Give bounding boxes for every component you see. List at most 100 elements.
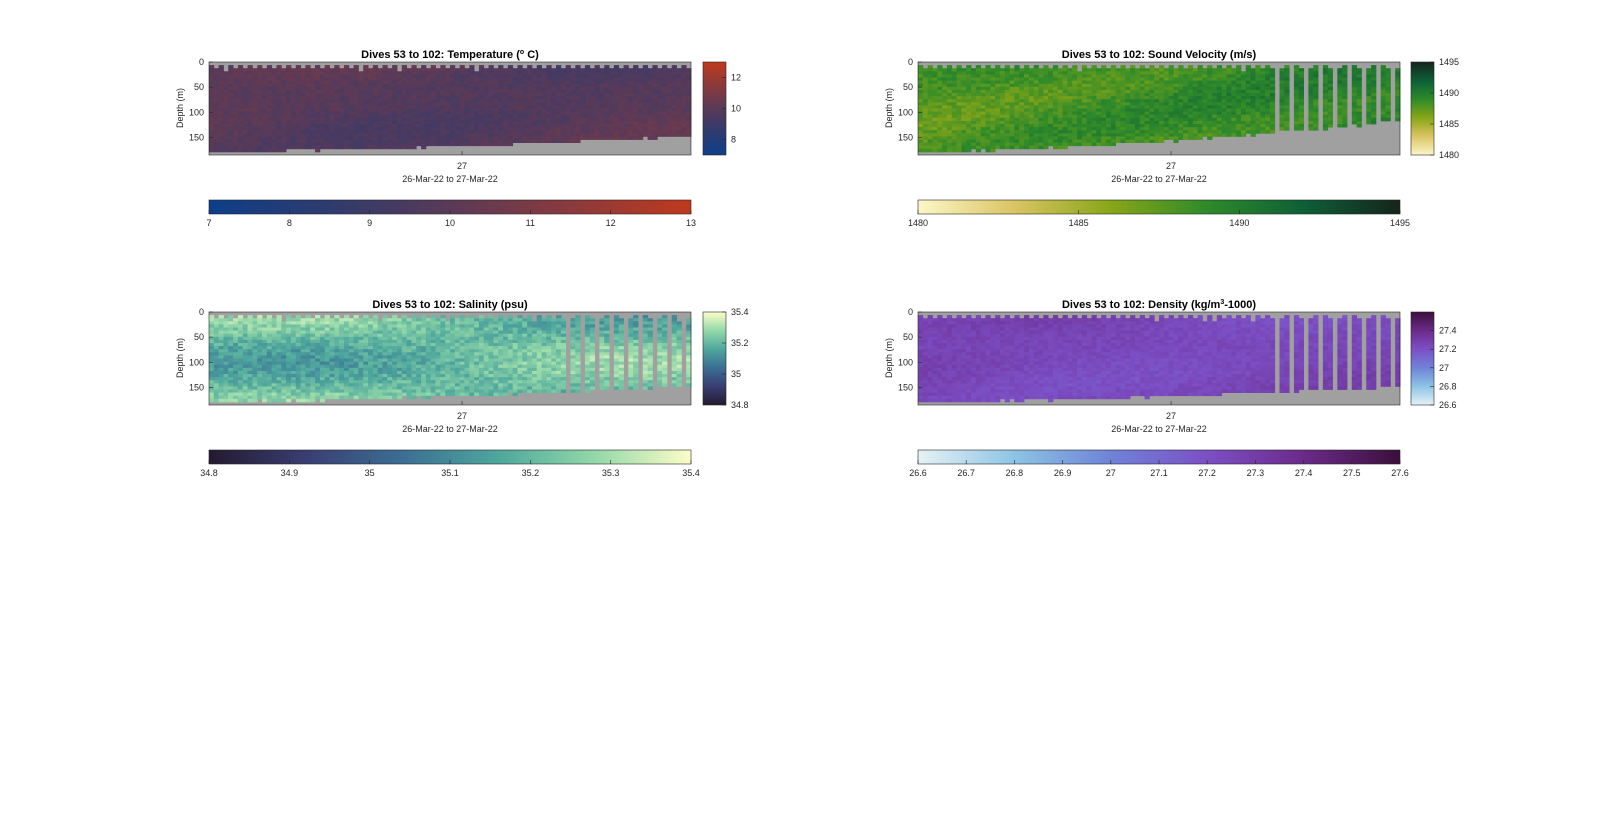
heatmap-cell	[228, 108, 234, 112]
heatmap-cell	[1048, 93, 1054, 97]
heatmap-cell	[1096, 93, 1102, 97]
heatmap-cell	[999, 74, 1006, 78]
heatmap-cell	[416, 89, 422, 94]
heatmap-cell	[213, 392, 220, 397]
heatmap-cell	[1009, 111, 1015, 116]
heatmap-cell	[1072, 80, 1078, 85]
heatmap-cell	[209, 80, 215, 85]
heatmap-cell	[1187, 83, 1194, 88]
heatmap-cell	[209, 74, 215, 78]
heatmap-cell	[1130, 93, 1136, 97]
heatmap-cell	[319, 108, 326, 112]
heatmap-cell	[454, 86, 461, 91]
heatmap-cell	[951, 71, 957, 75]
heatmap-cell	[1168, 83, 1174, 88]
heatmap-cell	[266, 89, 273, 94]
heatmap-cell	[1221, 133, 1227, 137]
heatmap-cell	[406, 136, 412, 140]
heatmap-cell	[1048, 114, 1054, 119]
heatmap-cell	[300, 77, 306, 81]
heatmap-cell	[633, 127, 639, 131]
heatmap-cell	[1159, 77, 1165, 81]
heatmap-cell	[233, 120, 239, 125]
heatmap-cell	[339, 142, 345, 147]
heatmap-cell	[469, 133, 475, 137]
heatmap-cell	[1337, 89, 1343, 94]
heatmap-cell	[425, 86, 432, 91]
heatmap-cell	[1221, 127, 1227, 131]
heatmap-cell	[1183, 133, 1189, 137]
heatmap-cell	[1144, 117, 1150, 122]
heatmap-cell	[999, 71, 1006, 75]
heatmap-cell	[1236, 96, 1242, 100]
heatmap-cell	[1298, 124, 1304, 128]
heatmap-cell	[1009, 127, 1015, 131]
heatmap-cell	[1024, 133, 1030, 137]
heatmap-cell	[1221, 83, 1227, 88]
heatmap-cell	[1024, 71, 1030, 75]
heatmap-cell	[396, 139, 403, 143]
heatmap-cell	[425, 96, 432, 100]
heatmap-cell	[266, 127, 273, 131]
heatmap-cell	[290, 96, 297, 100]
heatmap-cell	[618, 99, 624, 103]
heatmap-cell	[218, 133, 224, 137]
heatmap-cell	[1139, 139, 1145, 143]
heatmap-cell	[546, 89, 552, 94]
heatmap-cell	[1255, 130, 1261, 134]
heatmap-cell	[310, 102, 316, 106]
heatmap-cell	[980, 96, 986, 100]
heatmap-cell	[589, 124, 595, 128]
heatmap-cell	[237, 68, 244, 72]
heatmap-cell	[416, 111, 422, 116]
heatmap-cell	[218, 355, 224, 359]
heatmap-cell	[493, 96, 499, 100]
heatmap-cell	[1057, 139, 1063, 143]
heatmap-cell	[276, 133, 282, 137]
heatmap-cell	[551, 127, 557, 131]
heatmap-cell	[1125, 89, 1131, 94]
heatmap-cell	[209, 71, 215, 75]
heatmap-cell	[1183, 136, 1189, 140]
heatmap-cell	[377, 145, 383, 150]
heatmap-cell	[252, 120, 258, 125]
heatmap-cell	[918, 80, 924, 85]
heatmap-cell	[286, 83, 292, 88]
heatmap-cell	[1024, 127, 1030, 131]
heatmap-cell	[416, 93, 422, 97]
heatmap-cell	[276, 114, 282, 119]
heatmap-cell	[1024, 102, 1030, 106]
heatmap-cell	[1043, 139, 1049, 143]
heatmap-cell	[1004, 71, 1010, 75]
heatmap-cell	[1101, 136, 1107, 140]
heatmap-cell	[1192, 133, 1198, 137]
heatmap-cell	[271, 108, 277, 112]
heatmap-cell	[956, 80, 962, 85]
heatmap-cell	[937, 74, 943, 78]
heatmap-cell	[358, 71, 364, 75]
heatmap-cell	[305, 127, 311, 131]
heatmap-cell	[1115, 96, 1121, 100]
heatmap-cell	[1144, 139, 1150, 143]
heatmap-cell	[228, 346, 234, 350]
heatmap-cell	[1105, 96, 1112, 100]
heatmap-cell	[498, 65, 504, 69]
heatmap-cell	[223, 355, 229, 359]
heatmap-cell	[1130, 99, 1136, 103]
heatmap-cell	[1009, 96, 1015, 100]
heatmap-cell	[450, 117, 456, 122]
heatmap-cell	[262, 108, 268, 112]
heatmap-cell	[228, 343, 234, 347]
heatmap-cell	[295, 105, 301, 109]
horizontal-colorbar-tick-label: 9	[367, 218, 372, 228]
heatmap-cell	[1081, 105, 1088, 109]
heatmap-cell	[951, 139, 957, 143]
heatmap-cell	[488, 111, 494, 116]
heatmap-cell	[377, 74, 383, 78]
heatmap-cell	[589, 127, 595, 131]
heatmap-cell	[1284, 71, 1290, 75]
heatmap-cell	[546, 65, 552, 69]
heatmap-cell	[363, 117, 369, 122]
heatmap-cell	[252, 145, 258, 150]
